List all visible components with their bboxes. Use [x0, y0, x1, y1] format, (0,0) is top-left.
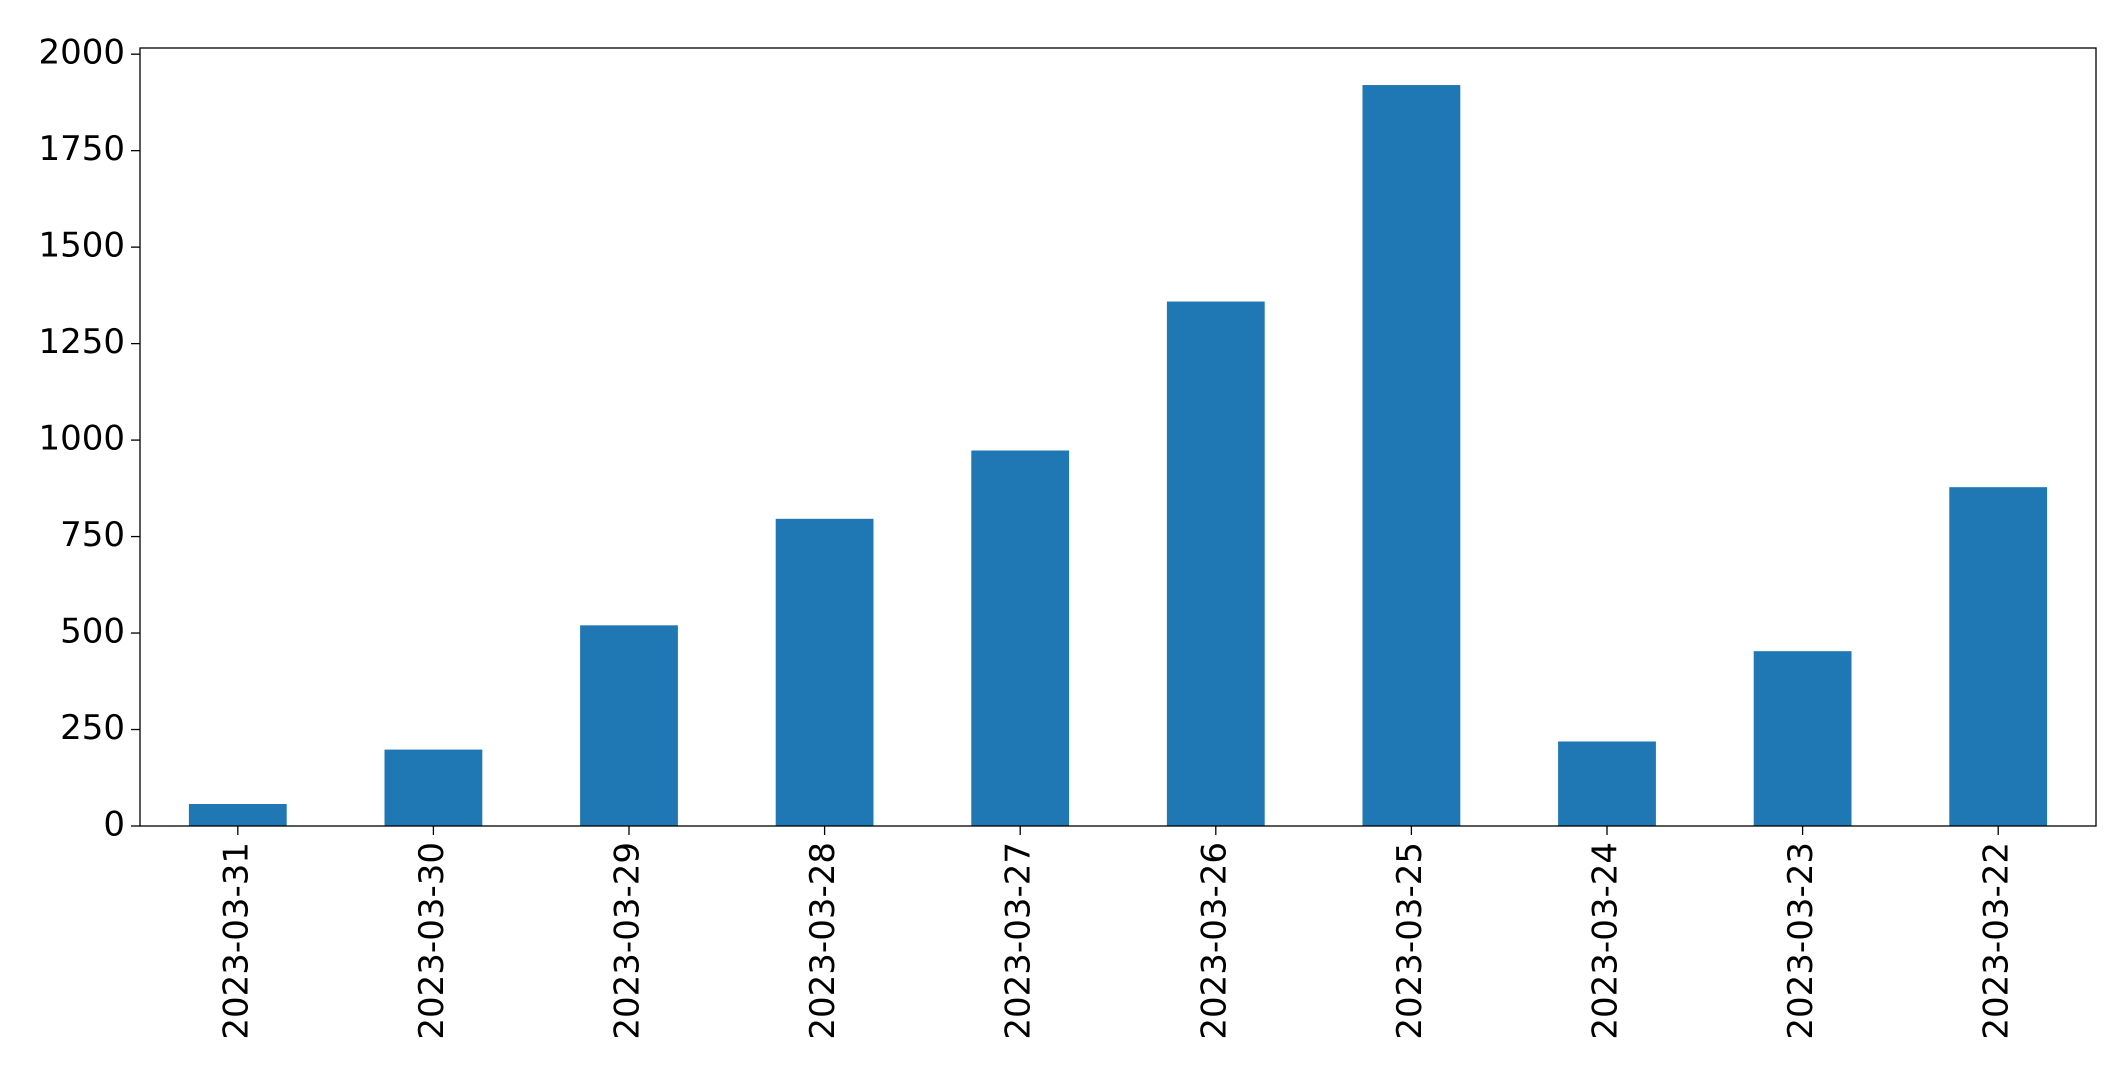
- plot-frame: [139, 47, 2097, 827]
- x-tick-label: 2023-03-29: [608, 842, 648, 1040]
- bar: [188, 804, 287, 826]
- bar: [1166, 301, 1265, 826]
- bar: [1949, 487, 2048, 826]
- bar: [971, 450, 1070, 826]
- bar: [384, 749, 483, 826]
- x-tick-label: 2023-03-25: [1390, 842, 1430, 1040]
- y-tick-label: 1750: [38, 129, 125, 169]
- y-tick-label: 500: [60, 612, 125, 652]
- y-tick-label: 0: [103, 805, 125, 845]
- y-tick-label: 250: [60, 708, 125, 748]
- bar: [1753, 651, 1852, 826]
- x-tick-label: 2023-03-27: [999, 842, 1039, 1040]
- y-tick-label: 750: [60, 515, 125, 555]
- x-tick-label: 2023-03-28: [803, 842, 843, 1040]
- y-tick-label: 2000: [38, 33, 125, 73]
- x-tick-label: 2023-03-31: [216, 842, 256, 1040]
- bar: [580, 625, 678, 826]
- x-tick-label: 2023-03-30: [412, 842, 452, 1040]
- x-tick-label: 2023-03-24: [1586, 842, 1626, 1040]
- y-tick-label: 1500: [38, 226, 125, 266]
- x-tick-label: 2023-03-26: [1194, 842, 1234, 1040]
- x-tick-label: 2023-03-22: [1977, 842, 2017, 1040]
- y-tick-label: 1250: [38, 322, 125, 362]
- bar: [1362, 85, 1461, 827]
- bar: [775, 518, 874, 826]
- y-tick-label: 1000: [38, 419, 125, 459]
- x-tick-label: 2023-03-23: [1781, 842, 1821, 1040]
- bar: [1558, 741, 1656, 826]
